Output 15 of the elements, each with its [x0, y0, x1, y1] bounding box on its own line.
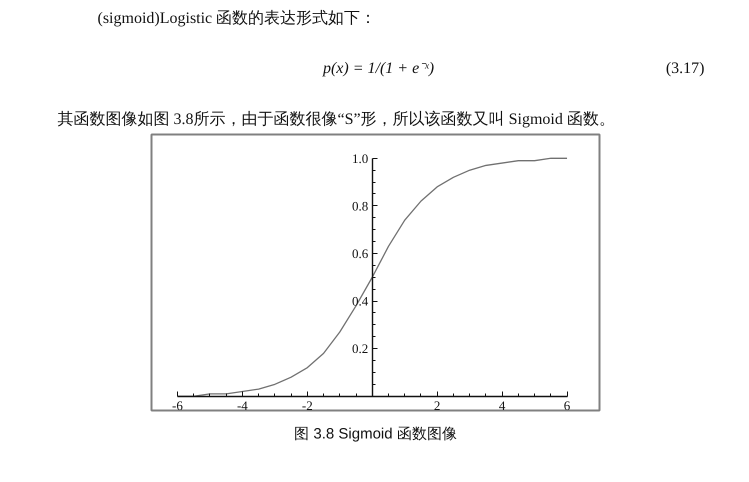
text: p(x) = 1/(1 + e⁻ˣ) — [322, 60, 434, 77]
x-tick-label: -4 — [236, 398, 248, 414]
x-tick-label: -6 — [172, 398, 184, 414]
chart-subtitle: 其函数图像如图 3.8所示，由于函数很像“S”形，所以该函数又叫 Sigmoid 函数。 — [58, 110, 615, 128]
x-tick-label: 4 — [498, 398, 506, 414]
y-tick-label: 1.0 — [352, 150, 368, 166]
x-tick-label: -2 — [302, 398, 313, 414]
y-tick-label: 0.8 — [352, 198, 368, 214]
x-tick-label: 2 — [434, 398, 440, 414]
text: (3.17) — [666, 60, 704, 77]
chart-title: (sigmoid)Logistic 函数的表达形式如下： — [98, 9, 376, 27]
y-tick-label: 0.6 — [352, 246, 369, 261]
x-tick-label: 6 — [564, 398, 571, 414]
y-tick-label: 0.2 — [352, 341, 368, 356]
caption: 图 3.8 Sigmoid 函数图像 — [294, 426, 457, 442]
